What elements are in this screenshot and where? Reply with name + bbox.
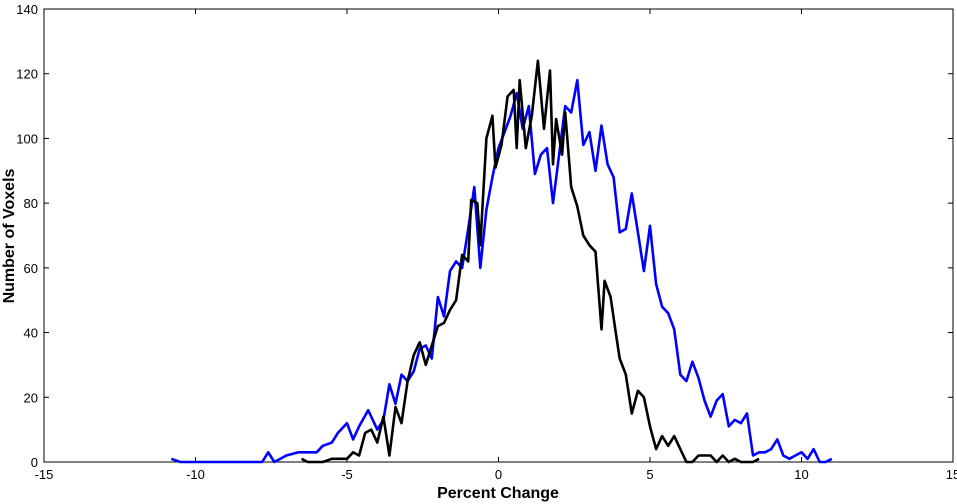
x-tick-label: 15 <box>946 467 957 482</box>
x-axis-ticks: -15 -10 -5 0 5 10 15 <box>35 9 957 482</box>
x-tick-label: 10 <box>794 467 808 482</box>
x-tick-label: 0 <box>495 467 502 482</box>
x-tick-label: -15 <box>35 467 54 482</box>
y-tick-label: 40 <box>24 326 38 341</box>
y-tick-label: 60 <box>24 261 38 276</box>
y-tick-label: 80 <box>24 196 38 211</box>
x-tick-label: 5 <box>646 467 653 482</box>
series-layer <box>170 59 833 464</box>
y-tick-label: 20 <box>24 390 38 405</box>
x-tick-label: -5 <box>341 467 353 482</box>
y-axis-ticks: 0 20 40 60 80 100 120 140 <box>16 2 953 470</box>
series-line-1 <box>170 78 833 464</box>
y-tick-label: 120 <box>16 67 38 82</box>
series-line-2 <box>300 59 760 464</box>
plot-frame <box>43 8 954 463</box>
y-tick-label: 100 <box>16 131 38 146</box>
y-axis-label: Number of Voxels <box>1 168 18 303</box>
y-tick-label: 0 <box>31 455 38 470</box>
y-tick-label: 140 <box>16 2 38 17</box>
x-axis-label: Percent Change <box>437 485 559 502</box>
x-tick-label: -10 <box>186 467 205 482</box>
